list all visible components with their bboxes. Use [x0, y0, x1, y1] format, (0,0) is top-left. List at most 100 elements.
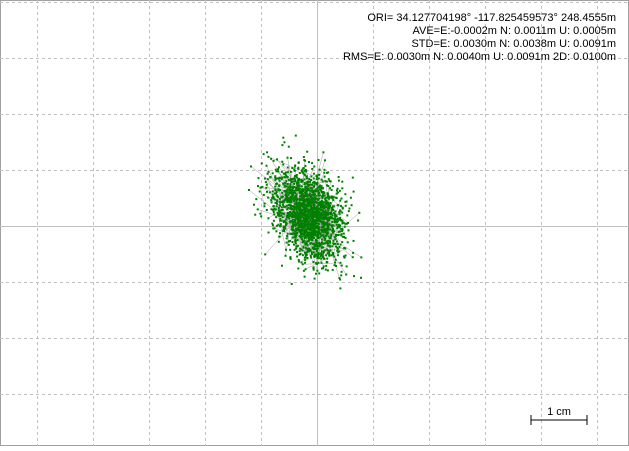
position-point — [279, 217, 282, 220]
position-point — [295, 231, 298, 234]
position-point — [296, 176, 299, 179]
position-point — [318, 253, 321, 256]
position-point — [293, 176, 296, 179]
position-point — [303, 204, 306, 207]
position-point — [325, 180, 328, 183]
position-point — [282, 230, 285, 232]
position-point — [336, 243, 339, 246]
position-point — [317, 215, 320, 217]
position-point — [308, 201, 310, 204]
position-point — [325, 231, 328, 234]
position-point — [308, 197, 310, 200]
position-point — [296, 222, 299, 225]
position-point — [342, 221, 345, 224]
position-point — [314, 255, 317, 258]
position-point — [340, 205, 343, 207]
position-point — [318, 191, 321, 194]
position-point — [305, 192, 308, 195]
position-point — [275, 170, 278, 173]
position-point — [290, 232, 293, 235]
position-point — [311, 198, 313, 201]
position-point — [290, 283, 293, 285]
position-point — [298, 230, 301, 233]
position-point — [327, 205, 330, 208]
position-point — [328, 244, 331, 247]
position-point — [267, 170, 270, 173]
position-point — [282, 163, 285, 166]
position-point — [277, 213, 280, 216]
position-point — [298, 260, 301, 263]
position-point — [310, 223, 313, 225]
position-point — [296, 183, 299, 186]
position-point — [309, 254, 312, 257]
position-point — [312, 218, 314, 220]
position-point — [312, 243, 315, 246]
position-point — [335, 189, 338, 192]
position-point — [345, 222, 348, 225]
position-point — [326, 171, 328, 174]
position-point — [304, 224, 307, 227]
position-point — [301, 196, 304, 199]
position-point — [320, 200, 323, 202]
position-point — [291, 198, 294, 201]
position-point — [325, 206, 328, 209]
position-point — [306, 150, 309, 153]
position-point — [311, 162, 314, 165]
position-point — [310, 175, 313, 178]
position-point — [302, 194, 305, 197]
position-point — [326, 219, 329, 222]
position-point — [299, 236, 302, 238]
position-point — [306, 231, 309, 234]
position-point — [314, 211, 317, 213]
position-point — [277, 170, 280, 173]
position-point — [300, 237, 303, 240]
position-point — [329, 180, 332, 183]
position-point — [274, 175, 277, 178]
position-point — [308, 247, 311, 250]
position-point — [313, 228, 316, 231]
position-point — [295, 193, 298, 196]
position-point — [283, 141, 286, 144]
position-point — [308, 249, 310, 252]
origin-text: ORI= 34.127704198° -117.825459573° 248.4… — [367, 12, 616, 24]
position-point — [315, 212, 318, 215]
position-point — [297, 189, 300, 191]
position-point — [262, 153, 265, 156]
position-point — [339, 243, 342, 246]
position-point — [278, 235, 281, 238]
position-point — [320, 261, 323, 264]
position-point — [307, 205, 310, 208]
position-point — [321, 254, 324, 257]
position-point — [332, 224, 335, 227]
position-point — [298, 199, 301, 202]
position-point — [307, 225, 309, 228]
position-point — [315, 178, 318, 181]
position-point — [307, 247, 309, 250]
position-point — [287, 216, 290, 219]
position-point — [330, 233, 333, 236]
position-point — [293, 232, 296, 235]
position-point — [347, 221, 349, 224]
position-point — [272, 197, 275, 200]
position-point — [322, 246, 324, 249]
position-point — [335, 218, 338, 221]
position-point — [286, 166, 289, 169]
position-point — [339, 261, 342, 264]
position-point — [320, 202, 323, 205]
position-point — [325, 214, 328, 216]
position-point — [302, 195, 305, 198]
position-point — [274, 198, 277, 201]
position-point — [309, 201, 312, 204]
position-point — [333, 213, 336, 216]
position-point — [335, 215, 338, 218]
position-point — [294, 240, 297, 243]
position-point — [340, 233, 343, 236]
position-point — [300, 203, 303, 206]
position-point — [294, 134, 297, 137]
position-point — [290, 157, 292, 160]
position-point — [295, 199, 298, 202]
position-point — [327, 209, 330, 212]
position-point — [333, 264, 336, 267]
position-point — [298, 223, 301, 226]
position-point — [324, 159, 326, 162]
